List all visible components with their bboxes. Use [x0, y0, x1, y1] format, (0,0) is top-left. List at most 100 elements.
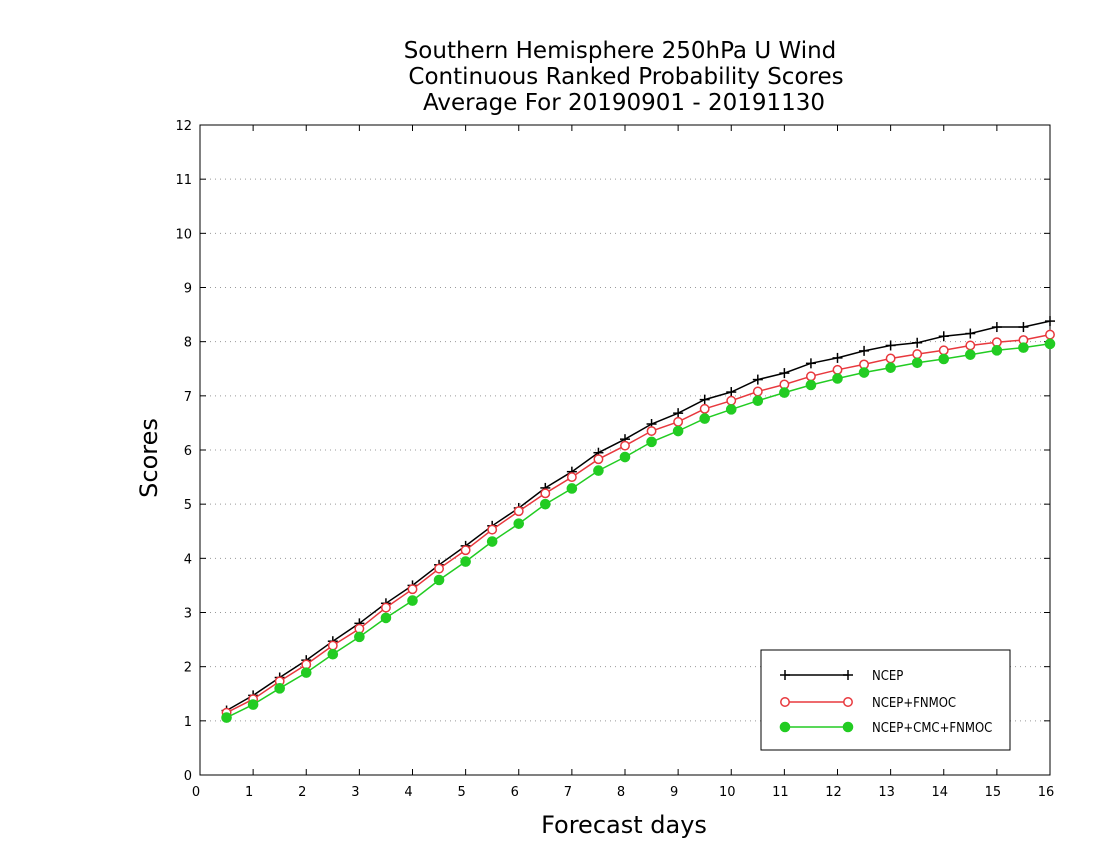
x-tick-label-2: 2	[298, 785, 306, 800]
data-point-ncep-cmc-fnmoc-11	[513, 518, 525, 529]
data-point-ncep-23	[832, 352, 843, 363]
legend-box	[760, 649, 1011, 751]
data-point-ncep-cmc-fnmoc-9	[460, 556, 471, 567]
data-point-ncep-cmc-fnmoc-21	[779, 387, 790, 398]
data-point-ncep-cmc-fnmoc-5	[354, 631, 365, 643]
legend-marker-start-ncep-fnmoc	[780, 697, 790, 707]
data-point-ncep-29	[991, 322, 1002, 333]
legend-marker-start-ncep	[780, 670, 790, 680]
x-tick-label-9: 9	[670, 785, 678, 800]
y-axis-title: Scores	[135, 418, 163, 498]
x-tick-label-14: 14	[931, 785, 948, 800]
data-point-ncep-31	[1045, 316, 1055, 327]
data-point-ncep-fnmoc-9	[460, 545, 471, 556]
data-point-ncep-26	[912, 337, 923, 348]
x-tick-label-8: 8	[617, 785, 625, 800]
data-point-ncep-cmc-fnmoc-7	[407, 595, 418, 606]
data-point-ncep-cmc-fnmoc-1	[247, 699, 259, 710]
data-point-ncep-22	[805, 358, 816, 369]
data-point-ncep-fnmoc-31	[1045, 329, 1055, 340]
data-point-ncep-28	[965, 328, 976, 339]
y-tick-label-0: 0	[184, 769, 192, 784]
data-point-ncep-21	[779, 368, 790, 379]
data-point-ncep-cmc-fnmoc-10	[486, 536, 498, 547]
data-point-ncep-cmc-fnmoc-28	[965, 349, 976, 360]
y-tick-label-8: 8	[184, 336, 192, 351]
series-ncep-cmc-fnmoc	[221, 338, 1056, 723]
data-point-ncep-fnmoc-18	[699, 403, 710, 414]
y-tick-label-6: 6	[184, 444, 192, 459]
data-point-ncep-30	[1018, 322, 1029, 333]
legend-label-ncep-cmc-fnmoc: NCEP+CMC+FNMOC	[872, 721, 992, 736]
x-tick-label-16: 16	[1038, 785, 1055, 800]
data-point-ncep-20	[752, 374, 763, 385]
x-tick-label-4: 4	[404, 785, 412, 800]
data-point-ncep-fnmoc-13	[566, 472, 577, 483]
x-tick-label-3: 3	[351, 785, 359, 800]
data-point-ncep-fnmoc-12	[540, 488, 551, 499]
data-point-ncep-cmc-fnmoc-19	[725, 404, 737, 415]
data-point-ncep-cmc-fnmoc-27	[938, 353, 950, 365]
data-series	[221, 316, 1056, 723]
y-tick-label-7: 7	[184, 390, 192, 405]
data-point-ncep-cmc-fnmoc-15	[619, 451, 631, 463]
x-tick-label-10: 10	[719, 785, 736, 800]
data-point-ncep-fnmoc-27	[938, 345, 949, 356]
data-point-ncep-cmc-fnmoc-13	[566, 483, 578, 494]
data-point-ncep-fnmoc-26	[912, 349, 923, 360]
data-point-ncep-fnmoc-10	[487, 524, 498, 535]
data-point-ncep-fnmoc-22	[805, 371, 816, 382]
data-point-ncep-cmc-fnmoc-14	[593, 465, 604, 476]
data-point-ncep-cmc-fnmoc-17	[672, 425, 684, 437]
x-tick-label-7: 7	[564, 785, 572, 800]
x-tick-label-13: 13	[878, 785, 895, 800]
data-point-ncep-fnmoc-17	[673, 416, 684, 427]
data-point-ncep-27	[938, 331, 949, 342]
legend-marker-start-ncep-cmc-fnmoc	[779, 721, 791, 733]
data-point-ncep-cmc-fnmoc-4	[327, 648, 339, 660]
y-tick-label-12: 12	[175, 119, 192, 134]
y-tick-label-1: 1	[184, 715, 192, 730]
data-point-ncep-fnmoc-7	[407, 584, 418, 595]
data-point-ncep-fnmoc-14	[593, 454, 604, 465]
legend-marker-end-ncep-cmc-fnmoc	[842, 721, 854, 733]
y-tick-label-3: 3	[184, 607, 192, 622]
data-point-ncep-cmc-fnmoc-12	[540, 498, 551, 510]
legend-entry-ncep-cmc-fnmoc: NCEP+CMC+FNMOC	[779, 721, 992, 736]
data-point-ncep-17	[673, 408, 684, 419]
data-point-ncep-cmc-fnmoc-25	[885, 362, 896, 373]
data-point-ncep-cmc-fnmoc-22	[805, 379, 817, 391]
y-tick-label-5: 5	[184, 498, 192, 513]
data-point-ncep-cmc-fnmoc-31	[1044, 338, 1056, 350]
data-point-ncep-fnmoc-28	[965, 340, 976, 351]
chart-title-line-3: Average For 20190901 - 20191130	[423, 90, 825, 116]
x-tick-label-15: 15	[985, 785, 1002, 800]
data-point-ncep-cmc-fnmoc-16	[646, 436, 657, 448]
data-point-ncep-cmc-fnmoc-30	[1018, 342, 1029, 353]
data-point-ncep-fnmoc-23	[832, 364, 843, 375]
chart-title-line-1: Southern Hemisphere 250hPa U Wind	[404, 38, 837, 64]
x-tick-label-0: 0	[192, 785, 200, 800]
data-point-ncep-cmc-fnmoc-24	[858, 367, 870, 378]
chart-title-line-2: Continuous Ranked Probability Scores	[408, 64, 843, 90]
data-point-ncep-fnmoc-4	[327, 640, 338, 651]
y-tick-label-4: 4	[184, 552, 192, 567]
legend-entry-ncep: NCEP	[780, 669, 903, 684]
y-tick-label-2: 2	[184, 661, 192, 676]
data-point-ncep-cmc-fnmoc-23	[832, 373, 843, 384]
data-point-ncep-fnmoc-15	[620, 440, 630, 451]
data-point-ncep-cmc-fnmoc-6	[380, 612, 392, 624]
data-point-ncep-19	[726, 387, 737, 398]
data-point-ncep-cmc-fnmoc-2	[274, 683, 285, 694]
legend-marker-end-ncep-fnmoc	[843, 697, 853, 707]
data-point-ncep-fnmoc-19	[726, 395, 737, 406]
data-point-ncep-cmc-fnmoc-29	[991, 345, 1003, 356]
data-point-ncep-cmc-fnmoc-3	[300, 667, 312, 678]
x-tick-label-12: 12	[825, 785, 842, 800]
y-tick-label-10: 10	[175, 227, 192, 242]
data-point-ncep-fnmoc-11	[513, 506, 524, 517]
series-ncep-fnmoc	[221, 329, 1055, 718]
legend-marker-end-ncep	[843, 670, 853, 680]
